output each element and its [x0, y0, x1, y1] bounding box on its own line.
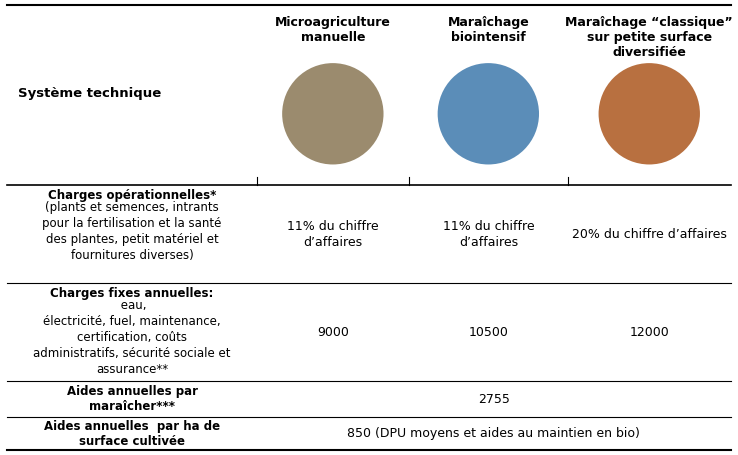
Text: Aides annuelles  par ha de
surface cultivée: Aides annuelles par ha de surface cultiv…: [44, 420, 220, 448]
Text: Système technique: Système technique: [18, 87, 162, 100]
Ellipse shape: [436, 62, 540, 166]
Text: 11% du chiffre
d’affaires: 11% du chiffre d’affaires: [287, 220, 379, 249]
Text: Aides annuelles par
maraîcher***: Aides annuelles par maraîcher***: [66, 385, 198, 413]
Text: 2755: 2755: [477, 393, 510, 406]
Text: Charges opérationnelles*: Charges opérationnelles*: [48, 189, 216, 202]
Text: 850 (DPU moyens et aides au maintien en bio): 850 (DPU moyens et aides au maintien en …: [348, 427, 640, 440]
Text: Maraîchage “classique”
sur petite surface
diversifiée: Maraîchage “classique” sur petite surfac…: [565, 16, 733, 59]
Text: 9000: 9000: [317, 326, 349, 339]
Text: Maraîchage
biointensif: Maraîchage biointensif: [447, 16, 529, 44]
Text: Charges fixes annuelles:: Charges fixes annuelles:: [50, 287, 214, 300]
Text: 10500: 10500: [469, 326, 508, 339]
Ellipse shape: [280, 62, 385, 166]
Text: Microagriculture
manuelle: Microagriculture manuelle: [275, 16, 391, 44]
Ellipse shape: [597, 62, 701, 166]
Text: 12000: 12000: [630, 326, 669, 339]
Text: eau,
électricité, fuel, maintenance,
certification, coûts
administratifs, sécuri: eau, électricité, fuel, maintenance, cer…: [33, 299, 231, 376]
Text: 20% du chiffre d’affaires: 20% du chiffre d’affaires: [572, 228, 727, 241]
Text: 11% du chiffre
d’affaires: 11% du chiffre d’affaires: [443, 220, 534, 249]
Text: (plants et semences, intrants
pour la fertilisation et la santé
des plantes, pet: (plants et semences, intrants pour la fe…: [43, 201, 222, 262]
